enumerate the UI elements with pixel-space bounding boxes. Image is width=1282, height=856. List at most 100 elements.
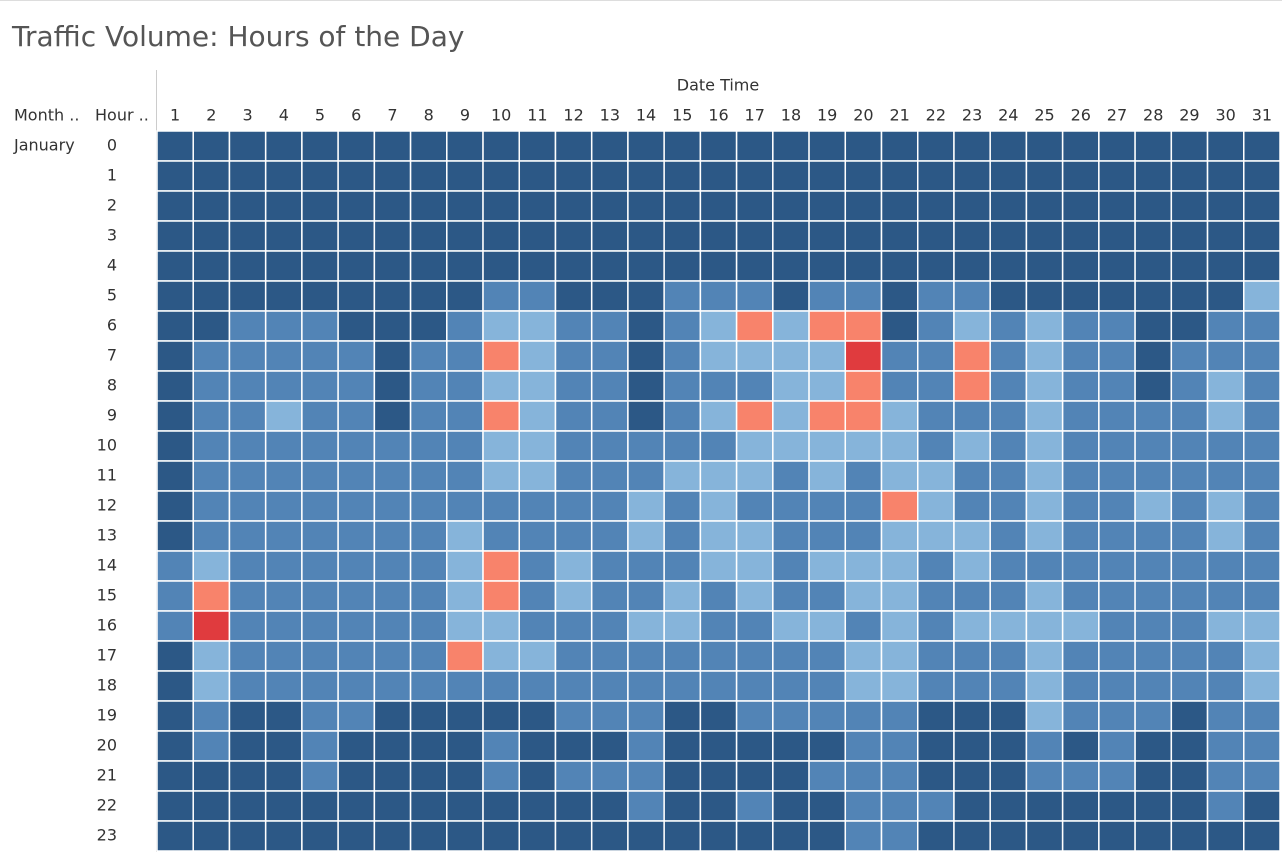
cell (772, 550, 810, 582)
cell (409, 250, 448, 282)
cell (1243, 640, 1281, 672)
cell (156, 340, 194, 372)
cell (1206, 520, 1245, 552)
cell (663, 730, 702, 762)
cell (1170, 340, 1209, 372)
cell (264, 520, 303, 552)
cell (518, 730, 557, 762)
cell (192, 220, 231, 252)
cell (337, 130, 376, 162)
cell (663, 220, 702, 252)
cell (1170, 580, 1209, 612)
cell (518, 760, 557, 792)
cell (301, 520, 339, 552)
cell (554, 520, 593, 552)
cell (264, 130, 303, 162)
cell (916, 190, 955, 222)
cell (518, 160, 557, 192)
cell (373, 250, 412, 282)
cell (301, 700, 339, 732)
cell (772, 580, 810, 612)
cell (228, 640, 267, 672)
cell (228, 790, 267, 822)
cell (1134, 490, 1173, 522)
cell (1025, 430, 1064, 462)
cell (880, 220, 919, 252)
cell (337, 190, 376, 222)
cell (373, 460, 412, 492)
cell (264, 580, 303, 612)
cell (590, 160, 629, 192)
cell (1061, 430, 1100, 462)
cell (554, 820, 593, 852)
hour-label: 5 (107, 286, 117, 305)
cell (373, 280, 412, 312)
cell (301, 190, 339, 222)
cell (663, 790, 702, 822)
cell (663, 670, 702, 702)
cell (446, 580, 484, 612)
hour-label: 22 (97, 796, 117, 815)
cell (264, 220, 303, 252)
cell (1098, 430, 1136, 462)
hour-label: 4 (107, 256, 117, 275)
cell (554, 280, 593, 312)
cell (916, 550, 955, 582)
cell (880, 670, 919, 702)
cell (518, 670, 557, 702)
cell (735, 700, 774, 732)
cell (554, 760, 593, 792)
cell (989, 580, 1028, 612)
cell (772, 820, 810, 852)
cell (1206, 580, 1245, 612)
cell (373, 730, 412, 762)
cell (1098, 220, 1136, 252)
cell (156, 700, 194, 732)
cell (627, 160, 665, 192)
cell (156, 220, 194, 252)
cell (1134, 580, 1173, 612)
cell (1206, 280, 1245, 312)
cell (590, 820, 629, 852)
cell (1098, 580, 1136, 612)
cell (808, 220, 847, 252)
cell (916, 700, 955, 732)
cell (337, 370, 376, 402)
cell (808, 790, 847, 822)
cell (1170, 160, 1209, 192)
day-label: 28 (1143, 106, 1163, 125)
cell (518, 700, 557, 732)
cell (192, 280, 231, 312)
cell (1134, 610, 1173, 642)
cell (482, 520, 521, 552)
cell (482, 160, 521, 192)
cell (482, 310, 521, 342)
cell (1061, 550, 1100, 582)
hour-label: 20 (97, 736, 117, 755)
cell (989, 550, 1028, 582)
cell (446, 370, 484, 402)
cell (446, 760, 484, 792)
cell (301, 400, 339, 432)
cell (1170, 550, 1209, 582)
cell (1243, 460, 1281, 492)
cell (844, 460, 883, 492)
cell (699, 280, 738, 312)
cell (1243, 700, 1281, 732)
cell (1061, 730, 1100, 762)
cell (627, 430, 665, 462)
cell (409, 790, 448, 822)
hour-label: 9 (107, 406, 117, 425)
cell (156, 190, 194, 222)
cell (192, 580, 231, 612)
cell (989, 640, 1028, 672)
cell (663, 340, 702, 372)
cell (627, 730, 665, 762)
cell (699, 730, 738, 762)
cell (228, 130, 267, 162)
cell (844, 820, 883, 852)
cell (518, 520, 557, 552)
cell (989, 250, 1028, 282)
cell (482, 580, 521, 612)
cell (1243, 220, 1281, 252)
